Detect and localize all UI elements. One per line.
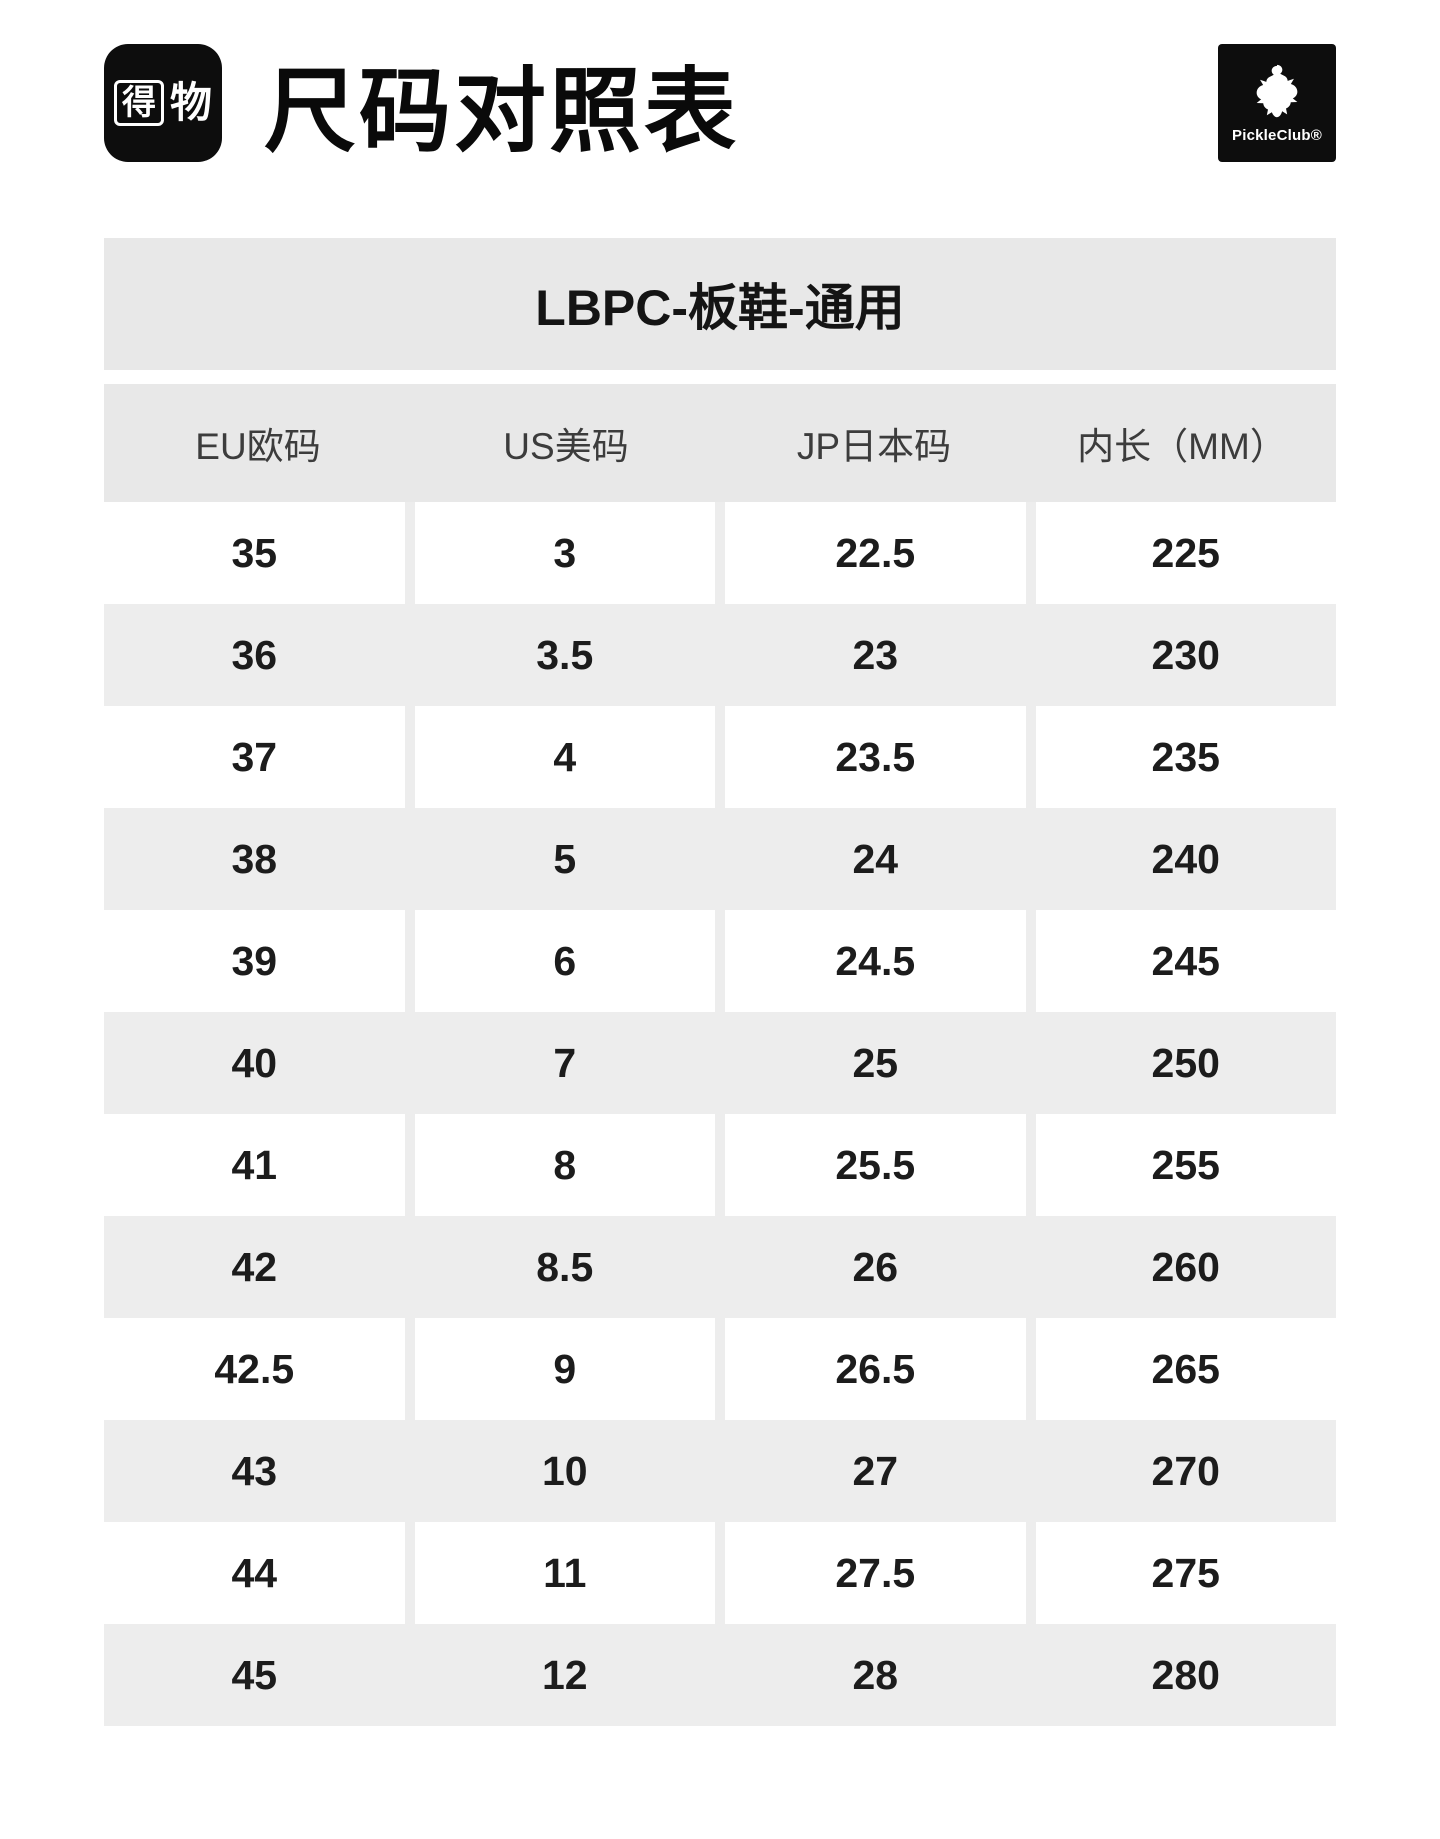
- table-cell: 12: [414, 1624, 715, 1726]
- table-cell: 38: [104, 808, 405, 910]
- table-cell: 4: [414, 706, 715, 808]
- column-header-us: US美码: [503, 426, 629, 467]
- table-cell: 37: [104, 706, 405, 808]
- table-cell: 43: [104, 1420, 405, 1522]
- dewu-logo-icon: 得 物: [104, 44, 222, 162]
- pickleclub-emblem-icon: [1256, 64, 1298, 118]
- table-cell: 240: [1035, 808, 1336, 910]
- pickleclub-brand-text: PickleClub®: [1232, 127, 1322, 144]
- table-row: 36 3.5 23 230: [104, 604, 1336, 706]
- size-table: EU欧码 US美码 JP日本码 内长（MM） 35 3 22.5 225 36 …: [104, 384, 1336, 1726]
- table-cell: 8.5: [414, 1216, 715, 1318]
- table-cell: 8: [414, 1114, 715, 1216]
- table-row: 40 7 25 250: [104, 1012, 1336, 1114]
- size-chart-banner: LBPC-板鞋-通用: [104, 238, 1336, 370]
- table-row: 35 3 22.5 225: [104, 502, 1336, 604]
- dewu-logo-char: 物: [169, 79, 212, 126]
- page-header: 得 物 尺码对照表 PickleClub®: [104, 28, 1336, 178]
- pickleclub-logo: PickleClub®: [1218, 44, 1336, 162]
- table-cell: 280: [1035, 1624, 1336, 1726]
- table-row: 41 8 25.5 255: [104, 1114, 1336, 1216]
- table-row: 42 8.5 26 260: [104, 1216, 1336, 1318]
- table-cell: 5: [414, 808, 715, 910]
- table-row: 38 5 24 240: [104, 808, 1336, 910]
- table-cell: 245: [1035, 910, 1336, 1012]
- table-cell: 270: [1035, 1420, 1336, 1522]
- table-cell: 225: [1035, 502, 1336, 604]
- table-cell: 40: [104, 1012, 405, 1114]
- dewu-logo-char-boxed: 得: [113, 80, 164, 126]
- table-cell: 26.5: [725, 1318, 1026, 1420]
- table-cell: 3.5: [414, 604, 715, 706]
- table-cell: 26: [725, 1216, 1026, 1318]
- table-cell: 27: [725, 1420, 1026, 1522]
- table-cell: 11: [414, 1522, 715, 1624]
- table-cell: 250: [1035, 1012, 1336, 1114]
- table-cell: 41: [104, 1114, 405, 1216]
- table-cell: 23: [725, 604, 1026, 706]
- table-cell: 9: [414, 1318, 715, 1420]
- table-cell: 23.5: [725, 706, 1026, 808]
- table-cell: 22.5: [725, 502, 1026, 604]
- size-chart-banner-label: LBPC-板鞋-通用: [535, 280, 905, 336]
- table-cell: 42.5: [104, 1318, 405, 1420]
- table-cell: 24: [725, 808, 1026, 910]
- table-row: 42.5 9 26.5 265: [104, 1318, 1336, 1420]
- table-cell: 45: [104, 1624, 405, 1726]
- column-header-eu: EU欧码: [195, 426, 321, 467]
- table-cell: 25.5: [725, 1114, 1026, 1216]
- table-cell: 260: [1035, 1216, 1336, 1318]
- table-cell: 7: [414, 1012, 715, 1114]
- table-cell: 230: [1035, 604, 1336, 706]
- table-cell: 28: [725, 1624, 1026, 1726]
- table-cell: 44: [104, 1522, 405, 1624]
- page: 得 物 尺码对照表 PickleClub® LBPC-板鞋-通用 EU欧码 US…: [104, 28, 1336, 1726]
- table-cell: 27.5: [725, 1522, 1026, 1624]
- table-cell: 39: [104, 910, 405, 1012]
- table-cell: 255: [1035, 1114, 1336, 1216]
- table-cell: 235: [1035, 706, 1336, 808]
- column-header-jp: JP日本码: [796, 426, 952, 467]
- table-cell: 10: [414, 1420, 715, 1522]
- table-header-row: EU欧码 US美码 JP日本码 内长（MM）: [104, 384, 1336, 502]
- table-cell: 35: [104, 502, 405, 604]
- table-cell: 275: [1035, 1522, 1336, 1624]
- table-body: 35 3 22.5 225 36 3.5 23 230 37 4 23.5 23…: [104, 502, 1336, 1726]
- table-cell: 6: [414, 910, 715, 1012]
- table-cell: 24.5: [725, 910, 1026, 1012]
- table-cell: 265: [1035, 1318, 1336, 1420]
- table-row: 43 10 27 270: [104, 1420, 1336, 1522]
- page-title: 尺码对照表: [264, 60, 740, 163]
- table-row: 44 11 27.5 275: [104, 1522, 1336, 1624]
- table-cell: 25: [725, 1012, 1026, 1114]
- table-row: 45 12 28 280: [104, 1624, 1336, 1726]
- table-cell: 36: [104, 604, 405, 706]
- table-row: 39 6 24.5 245: [104, 910, 1336, 1012]
- table-cell: 3: [414, 502, 715, 604]
- table-cell: 42: [104, 1216, 405, 1318]
- table-row: 37 4 23.5 235: [104, 706, 1336, 808]
- column-header-length: 内长（MM）: [1077, 426, 1287, 467]
